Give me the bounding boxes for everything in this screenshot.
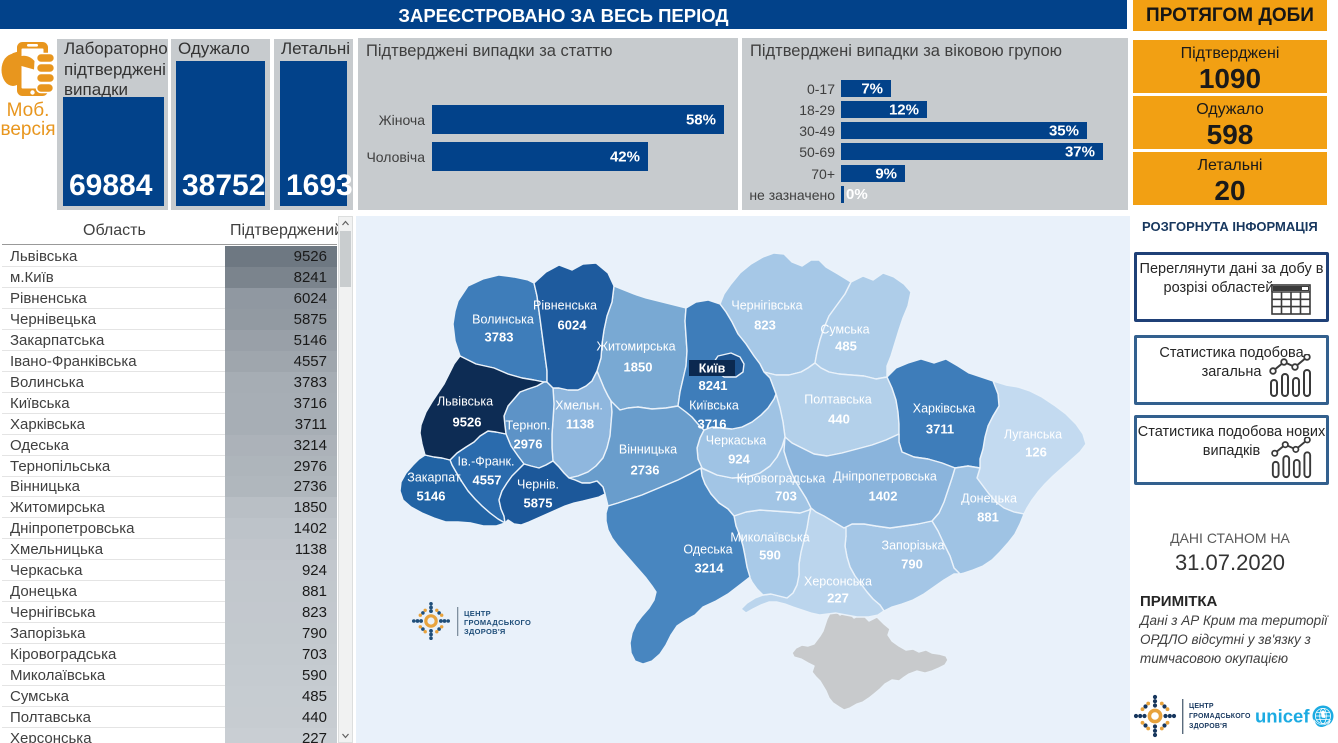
svg-text:Терноп.: Терноп. <box>506 419 551 433</box>
svg-text:Житомирська: Житомирська <box>596 340 675 354</box>
svg-text:485: 485 <box>835 339 857 354</box>
svg-text:ЦЕНТР: ЦЕНТР <box>464 609 491 618</box>
svg-text:Донецька: Донецька <box>961 492 1017 506</box>
svg-text:Полтавська: Полтавська <box>804 393 871 407</box>
svg-text:Київ: Київ <box>699 362 726 376</box>
svg-text:ГРОМАДСЬКОГО: ГРОМАДСЬКОГО <box>464 618 531 627</box>
svg-text:Одеська: Одеська <box>683 543 732 557</box>
svg-text:2976: 2976 <box>514 437 543 452</box>
svg-text:6024: 6024 <box>558 318 588 333</box>
svg-text:Чернігівська: Чернігівська <box>731 299 802 313</box>
svg-text:3711: 3711 <box>926 422 954 437</box>
svg-text:790: 790 <box>901 557 923 572</box>
svg-text:Харківська: Харківська <box>913 402 975 416</box>
svg-text:3783: 3783 <box>485 330 514 345</box>
svg-text:9526: 9526 <box>453 415 482 430</box>
svg-text:3716: 3716 <box>698 417 727 432</box>
svg-text:ГРОМАДСЬКОГО: ГРОМАДСЬКОГО <box>1189 713 1251 720</box>
svg-text:1402: 1402 <box>869 489 898 504</box>
svg-text:ЦЕНТР: ЦЕНТР <box>1189 703 1214 710</box>
svg-text:Луганська: Луганська <box>1004 428 1062 442</box>
svg-text:Миколаївська: Миколаївська <box>730 531 809 545</box>
svg-text:Запорізька: Запорізька <box>882 539 945 553</box>
svg-text:881: 881 <box>977 510 999 525</box>
svg-text:Херсонська: Херсонська <box>804 575 872 589</box>
svg-text:ЗДОРОВ'Я: ЗДОРОВ'Я <box>1189 723 1227 730</box>
svg-text:Кіровоградська: Кіровоградська <box>737 472 826 486</box>
svg-text:5875: 5875 <box>524 496 553 511</box>
svg-text:126: 126 <box>1025 445 1047 460</box>
svg-text:Волинська: Волинська <box>472 313 534 327</box>
svg-text:Закарпат.: Закарпат. <box>407 471 462 485</box>
svg-text:Дніпропетровська: Дніпропетровська <box>833 470 937 484</box>
svg-text:Ів.-Франк.: Ів.-Франк. <box>457 455 514 469</box>
svg-text:5146: 5146 <box>417 489 446 504</box>
svg-text:227: 227 <box>827 591 849 606</box>
svg-text:Черкаська: Черкаська <box>706 434 766 448</box>
svg-text:Вінницька: Вінницька <box>619 443 677 457</box>
svg-text:Сумська: Сумська <box>820 323 869 337</box>
svg-text:8241: 8241 <box>699 378 728 393</box>
svg-text:440: 440 <box>828 412 850 427</box>
svg-text:703: 703 <box>775 489 797 504</box>
svg-text:1850: 1850 <box>624 360 653 375</box>
svg-text:4557: 4557 <box>473 473 502 488</box>
svg-text:Львівська: Львівська <box>437 395 493 409</box>
svg-text:1138: 1138 <box>566 417 594 432</box>
svg-text:ЗДОРОВ'Я: ЗДОРОВ'Я <box>464 627 506 636</box>
svg-text:2736: 2736 <box>631 463 660 478</box>
svg-text:Хмельн.: Хмельн. <box>555 399 603 413</box>
svg-text:823: 823 <box>754 318 776 333</box>
svg-text:590: 590 <box>759 548 781 563</box>
svg-text:unicef: unicef <box>1255 706 1310 727</box>
svg-text:Рівненська: Рівненська <box>533 299 597 313</box>
svg-text:924: 924 <box>728 452 750 467</box>
svg-text:3214: 3214 <box>695 561 725 576</box>
svg-text:Чернів.: Чернів. <box>517 478 559 492</box>
svg-text:Київська: Київська <box>689 399 739 413</box>
